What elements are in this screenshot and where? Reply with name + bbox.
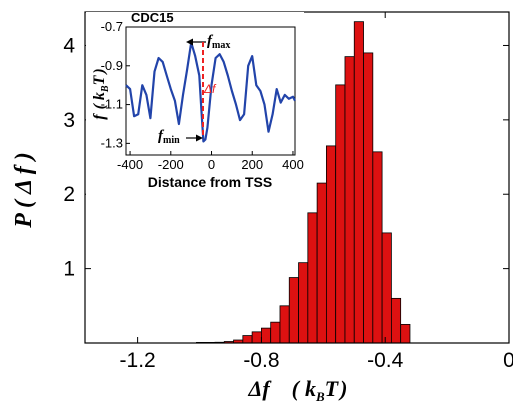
inset-x-tick-label: -200 xyxy=(158,157,184,172)
histogram-bar xyxy=(261,327,272,344)
histogram-bar xyxy=(390,297,402,344)
histogram-bar xyxy=(242,335,253,344)
histogram-bar xyxy=(363,52,374,344)
histogram-bar xyxy=(307,212,318,344)
inset-title: CDC15 xyxy=(131,10,174,25)
inset-series-line xyxy=(125,41,296,143)
inset-x-tick-label: 0 xyxy=(208,157,215,172)
x-axis-label: Δf(kBT) xyxy=(248,376,348,404)
inset-y-tick-label: -0.9 xyxy=(101,58,123,73)
inset-background xyxy=(86,12,304,204)
inset-x-tick-label: 200 xyxy=(241,157,263,172)
histogram-bar xyxy=(335,84,346,344)
histogram-bar xyxy=(344,56,355,344)
x-tick-label: 0 xyxy=(503,349,513,372)
histogram-bar xyxy=(353,21,364,344)
histogram-bar xyxy=(270,321,281,344)
main-histogram: -1.2 -0.8 -0.4 0 1 2 3 4 P ( Δ f ) Δf(kBT) xyxy=(11,11,513,404)
histogram-bar xyxy=(251,331,262,344)
y-tick-label: 3 xyxy=(63,109,75,132)
inset-y-tick-label: -1.3 xyxy=(101,135,123,150)
inset-axes: -400 -200 0 200 400 -0.7 -0.9 -1.1 -1.3 xyxy=(101,19,304,172)
delta-f-annotation: Δf xyxy=(202,42,217,138)
x-tick-label: -0.4 xyxy=(367,349,404,372)
main-axes: -1.2 -0.8 -0.4 0 1 2 3 4 xyxy=(63,12,513,372)
inset-chart: -400 -200 0 200 400 -0.7 -0.9 -1.1 -1.3 CDC15 Di… xyxy=(86,10,304,204)
inset-x-axis-label: Distance from TSS xyxy=(148,174,272,190)
inset-x-tick-label: 400 xyxy=(282,157,304,172)
y-axis-label: P ( Δ f ) xyxy=(11,152,37,228)
inset-y-axis-label: f(kBT) xyxy=(91,68,111,119)
delta-f-label: Δf xyxy=(203,82,217,96)
histogram-bars xyxy=(196,21,411,344)
histogram-bar xyxy=(298,262,309,344)
inset-y-tick-label: -1.1 xyxy=(101,97,123,112)
histogram-bar xyxy=(316,182,327,344)
x-tick-label: -0.8 xyxy=(243,349,279,372)
y-tick-label: 4 xyxy=(63,34,75,57)
y-tick-label: 1 xyxy=(63,258,75,281)
x-tick-label: -1.2 xyxy=(120,349,156,372)
histogram-bar xyxy=(325,145,337,344)
histogram-bar xyxy=(372,151,383,344)
histogram-bar xyxy=(400,323,411,344)
inset-plot-frame xyxy=(125,26,296,156)
inset-x-tick-label: -400 xyxy=(117,157,143,172)
inset-plot xyxy=(125,41,296,143)
y-tick-label: 2 xyxy=(63,183,75,206)
histogram-bar xyxy=(288,277,299,344)
histogram-bar xyxy=(381,232,392,344)
histogram-bar xyxy=(279,305,290,344)
inset-y-tick-label: -0.7 xyxy=(101,19,123,34)
